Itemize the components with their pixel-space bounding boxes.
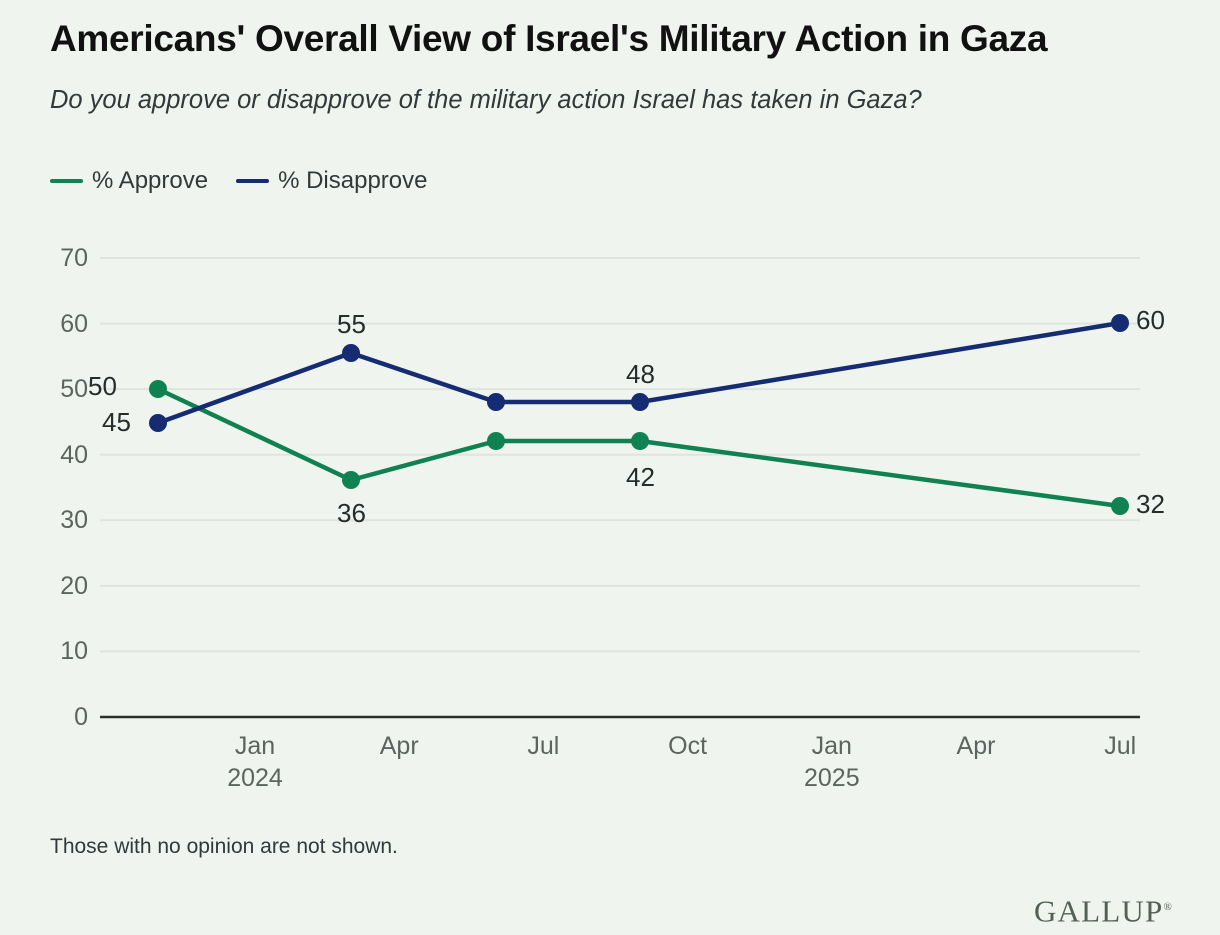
legend-line-icon-disapprove bbox=[236, 179, 270, 183]
gallup-logo: GALLUP® bbox=[1034, 890, 1173, 928]
y-axis-tick-label: 40 bbox=[60, 440, 88, 469]
data-value-label: 50 bbox=[88, 371, 117, 401]
y-axis-tick-label: 30 bbox=[60, 506, 88, 535]
data-point-marker[interactable] bbox=[1111, 497, 1129, 515]
x-tick-month: Jan bbox=[811, 732, 852, 760]
chart-footnote: Those with no opinion are not shown. bbox=[50, 835, 398, 858]
data-point-marker[interactable] bbox=[342, 471, 360, 489]
data-value-label: 55 bbox=[337, 309, 366, 339]
data-point-marker[interactable] bbox=[487, 432, 505, 450]
y-axis-tick-label: 20 bbox=[60, 571, 88, 600]
chart-subtitle: Do you approve or disapprove of the mili… bbox=[50, 86, 922, 114]
x-axis-tick-label: Jul bbox=[463, 730, 623, 762]
x-axis-tick-label: Apr bbox=[319, 730, 479, 762]
x-tick-month: Apr bbox=[379, 732, 419, 760]
y-axis-tick-label: 70 bbox=[60, 244, 88, 272]
data-value-label: 48 bbox=[626, 359, 655, 389]
chart-legend: % Approve % Disapprove bbox=[50, 167, 427, 195]
data-value-label: 32 bbox=[1136, 489, 1165, 519]
data-point-marker[interactable] bbox=[149, 414, 167, 432]
x-tick-year: 2025 bbox=[803, 764, 860, 792]
data-value-label: 45 bbox=[102, 407, 131, 437]
series-layer bbox=[149, 314, 1129, 515]
data-point-marker[interactable] bbox=[342, 344, 360, 362]
y-axis-tick-label: 60 bbox=[60, 309, 88, 338]
x-axis-tick-label: Apr bbox=[896, 730, 1056, 762]
legend-item-approve[interactable]: % Approve bbox=[50, 167, 208, 195]
data-value-label: 42 bbox=[626, 462, 655, 492]
legend-line-icon-approve bbox=[50, 179, 83, 183]
registered-mark-icon: ® bbox=[1163, 901, 1173, 913]
data-value-label: 36 bbox=[337, 498, 366, 528]
data-point-marker[interactable] bbox=[631, 432, 649, 450]
gallup-wordmark: GALLUP bbox=[1033, 893, 1164, 929]
data-point-marker[interactable] bbox=[1111, 314, 1129, 332]
x-tick-month: Jan bbox=[234, 732, 276, 760]
y-axis-tick-label: 0 bbox=[74, 703, 88, 731]
x-axis-tick-label: Jan 2025 bbox=[752, 730, 912, 794]
x-axis-tick-label: Oct bbox=[608, 730, 768, 762]
y-axis-tick-label: 10 bbox=[60, 637, 88, 666]
data-point-marker[interactable] bbox=[149, 380, 167, 398]
x-axis-tick-label: Jul bbox=[1040, 730, 1200, 762]
y-axis-tick-label: 50 bbox=[60, 375, 88, 404]
x-tick-year: 2024 bbox=[227, 764, 283, 792]
data-point-marker[interactable] bbox=[487, 393, 505, 411]
gridlines bbox=[100, 257, 1140, 653]
data-point-marker[interactable] bbox=[631, 393, 649, 411]
x-tick-month: Apr bbox=[956, 732, 996, 760]
data-value-label: 60 bbox=[1136, 305, 1165, 335]
legend-item-disapprove[interactable]: % Disapprove bbox=[236, 167, 427, 195]
legend-label-approve: % Approve bbox=[92, 167, 209, 194]
legend-label-disapprove: % Disapprove bbox=[278, 167, 428, 194]
page-title: Americans' Overall View of Israel's Mili… bbox=[50, 18, 1048, 59]
x-tick-month: Oct bbox=[668, 732, 708, 760]
x-axis-tick-label: Jan 2024 bbox=[175, 730, 335, 794]
x-tick-month: Jul bbox=[527, 732, 560, 760]
x-tick-month: Jul bbox=[1104, 732, 1137, 760]
